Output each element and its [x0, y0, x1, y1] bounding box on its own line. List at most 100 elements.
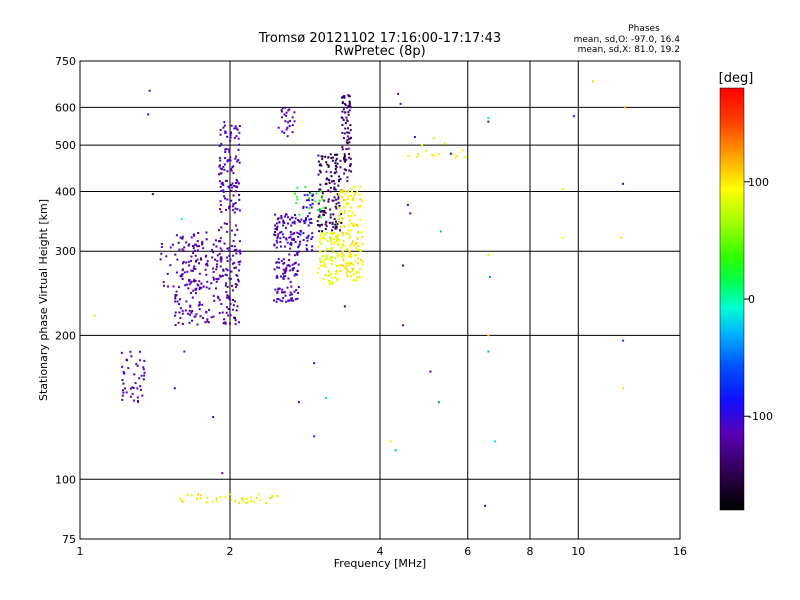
data-point	[276, 495, 279, 498]
data-point	[211, 248, 214, 251]
data-point	[310, 238, 313, 241]
data-point	[281, 291, 284, 294]
data-point	[215, 263, 218, 266]
data-point	[325, 182, 328, 185]
data-point	[225, 291, 228, 294]
data-point	[237, 182, 240, 185]
data-point	[286, 264, 289, 267]
data-point	[269, 497, 272, 500]
data-point	[189, 281, 192, 284]
data-point	[298, 232, 301, 235]
data-point	[293, 262, 296, 265]
x-axis-ticks: 1 2 4 6 8 10 16	[77, 545, 688, 558]
data-point	[349, 206, 352, 209]
data-point	[229, 159, 232, 162]
data-point	[274, 288, 277, 291]
y-axis-label: Stationary phase Virtual Height [km]	[37, 199, 50, 401]
data-point	[329, 256, 332, 259]
data-point	[353, 242, 356, 245]
data-point	[330, 229, 333, 232]
data-point	[238, 131, 241, 134]
data-point	[298, 213, 301, 216]
data-point	[297, 286, 300, 289]
data-point	[194, 280, 197, 283]
data-point	[229, 133, 232, 136]
data-point	[343, 159, 346, 162]
data-point	[342, 259, 345, 262]
data-point	[274, 227, 277, 230]
data-point	[190, 269, 193, 272]
data-point	[347, 233, 350, 236]
data-point	[437, 401, 440, 404]
data-point	[129, 350, 132, 353]
data-point	[297, 246, 300, 249]
data-point	[304, 220, 307, 223]
data-point	[353, 254, 356, 257]
data-point	[293, 222, 296, 225]
data-point	[136, 387, 139, 390]
data-point	[326, 239, 329, 242]
data-point	[219, 240, 222, 243]
data-point	[237, 260, 240, 263]
data-point	[174, 293, 177, 296]
data-point	[174, 314, 177, 317]
data-point	[219, 496, 222, 499]
data-point	[179, 298, 182, 301]
data-point	[298, 243, 301, 246]
data-point	[341, 124, 344, 127]
data-point	[206, 264, 209, 267]
data-point	[361, 236, 364, 239]
data-point	[218, 156, 221, 159]
data-point	[322, 278, 325, 281]
data-point	[334, 159, 337, 162]
data-point	[345, 148, 348, 151]
data-point	[337, 201, 340, 204]
data-point	[183, 271, 186, 274]
data-point	[122, 382, 125, 385]
data-point	[122, 372, 125, 375]
data-point	[331, 281, 334, 284]
data-point	[291, 221, 294, 224]
data-point	[176, 258, 179, 261]
data-point	[355, 223, 358, 226]
data-point	[235, 127, 238, 130]
data-point	[233, 127, 236, 130]
data-point	[342, 254, 345, 257]
data-point	[223, 121, 226, 124]
data-point	[487, 253, 490, 256]
data-point	[228, 247, 231, 250]
data-point	[284, 275, 287, 278]
data-point	[273, 233, 276, 236]
data-point	[192, 233, 195, 236]
data-point	[304, 185, 307, 188]
data-point	[324, 237, 327, 240]
data-point	[319, 208, 322, 211]
data-point	[341, 264, 344, 267]
data-point	[225, 230, 228, 233]
data-point	[322, 209, 325, 212]
data-point	[230, 124, 233, 127]
data-point	[275, 246, 278, 249]
data-point	[356, 276, 359, 279]
data-point	[181, 248, 184, 251]
data-point	[289, 294, 292, 297]
data-point	[196, 323, 199, 326]
data-point	[561, 187, 564, 190]
data-point	[231, 205, 234, 208]
data-point	[345, 158, 348, 161]
data-point	[216, 295, 219, 298]
data-point	[232, 239, 235, 242]
data-point	[288, 253, 291, 256]
data-point	[292, 299, 295, 302]
data-point	[336, 242, 339, 245]
data-point	[219, 204, 222, 207]
data-point	[189, 304, 192, 307]
data-point	[174, 253, 177, 256]
data-point	[208, 308, 211, 311]
data-point	[160, 252, 163, 255]
data-point	[187, 244, 190, 247]
data-point	[297, 235, 300, 238]
data-point	[333, 182, 336, 185]
data-point	[343, 209, 346, 212]
data-point	[148, 89, 151, 92]
